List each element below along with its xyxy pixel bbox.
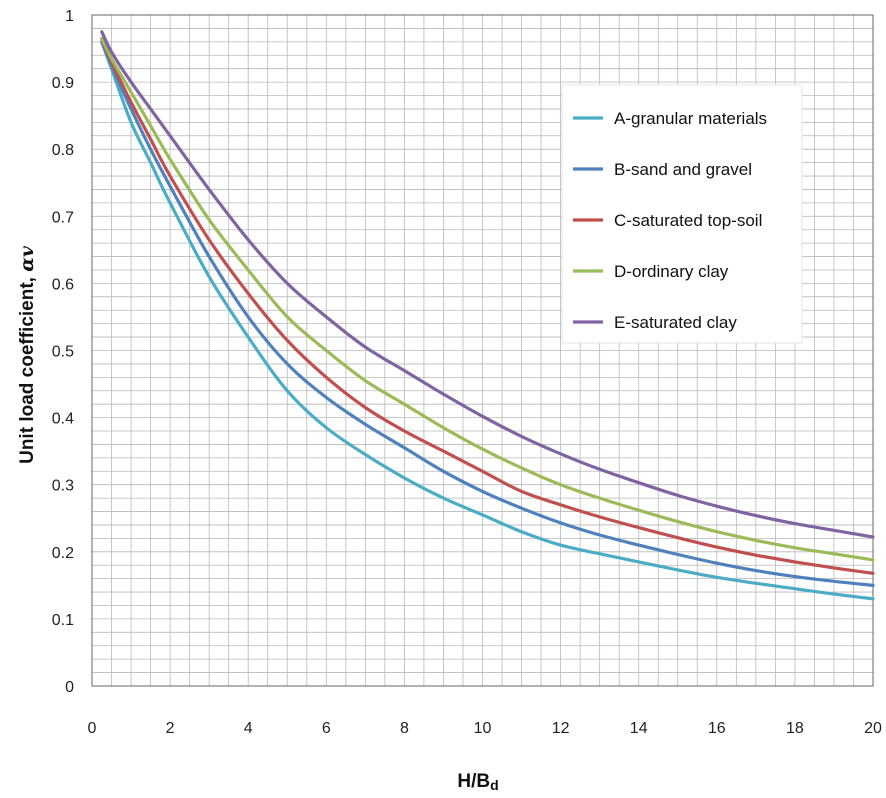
y-tick-label: 0.8 xyxy=(52,142,74,159)
y-tick-label: 0.1 xyxy=(52,612,74,629)
y-tick-label: 0.9 xyxy=(52,75,74,92)
y-tick-label: 0.3 xyxy=(52,478,74,495)
y-axis-title: Unit load coefficient, αv xyxy=(16,245,38,464)
series-line-c xyxy=(100,36,875,575)
x-tick-label: 2 xyxy=(166,720,175,737)
x-tick-label: 6 xyxy=(322,720,331,737)
y-tick-label: 0.7 xyxy=(52,209,74,226)
x-tick-label: 8 xyxy=(400,720,409,737)
y-tick-label: 0.4 xyxy=(52,411,74,428)
x-tick-label: 20 xyxy=(864,720,882,737)
y-tick-label: 1 xyxy=(65,8,74,25)
x-axis-title: H/Bd xyxy=(457,771,498,793)
x-tick-label: 4 xyxy=(244,720,253,737)
plot-area-frame xyxy=(91,14,874,687)
tick-labels: 0 2 4 6 8 10 12 14 16 18 20 0 0.1 0.2 0.3 0.4 0.5 0.6 0.7 0… xyxy=(52,8,882,737)
series-line-a xyxy=(100,40,875,601)
y-tick-label: 0.5 xyxy=(52,344,74,361)
legend-label: D-ordinary clay xyxy=(614,262,729,281)
series-line-b xyxy=(100,40,875,587)
y-tick-label: 0.2 xyxy=(52,545,74,562)
series-line-e xyxy=(100,30,875,539)
x-tick-label: 0 xyxy=(88,720,97,737)
legend-box xyxy=(561,84,803,344)
x-axis-title-main: H/B xyxy=(457,771,490,792)
y-axis-title-symbol: αv xyxy=(16,245,38,272)
legend-label: A-granular materials xyxy=(614,109,767,128)
legend-label: B-sand and gravel xyxy=(614,160,752,179)
x-tick-label: 10 xyxy=(474,720,492,737)
series-line-d xyxy=(100,36,875,562)
x-axis-title-subscript: d xyxy=(490,777,499,793)
x-tick-label: 12 xyxy=(552,720,570,737)
y-tick-label: 0 xyxy=(65,679,74,696)
x-tick-label: 16 xyxy=(708,720,726,737)
x-tick-label: 18 xyxy=(786,720,804,737)
y-axis-title-main: Unit load coefficient, xyxy=(17,272,38,464)
legend: A-granular materials B-sand and gravel C-s… xyxy=(561,84,803,344)
x-tick-label: 14 xyxy=(630,720,648,737)
legend-label: C-saturated top-soil xyxy=(614,211,762,230)
legend-label: E-saturated clay xyxy=(614,313,737,332)
y-tick-label: 0.6 xyxy=(52,276,74,293)
series-lines xyxy=(100,30,875,601)
legend-items: A-granular materials B-sand and gravel C-s… xyxy=(573,109,767,332)
